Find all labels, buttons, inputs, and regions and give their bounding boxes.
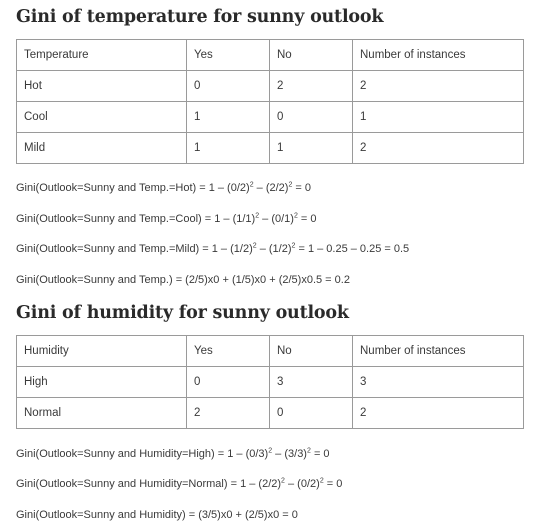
table-header-row: Temperature Yes No Number of instances — [16, 39, 524, 71]
humidity-table: Humidity Yes No Number of instances High… — [16, 335, 524, 429]
table-cell: 2 — [269, 70, 353, 102]
header-cell: Yes — [186, 335, 270, 367]
gini-temperature-summary: Gini(Outlook=Sunny and Temp.) = (2/5)x0 … — [16, 274, 350, 286]
table-cell: 2 — [352, 132, 524, 164]
table-cell: 1 — [352, 101, 524, 133]
gini-formula-mild: Gini(Outlook=Sunny and Temp.=Mild) = 1 –… — [16, 242, 410, 255]
table-cell: 2 — [352, 70, 524, 102]
table-cell: High — [16, 366, 187, 398]
header-cell: Number of instances — [352, 39, 524, 71]
temperature-table: Temperature Yes No Number of instances H… — [16, 39, 524, 164]
table-row: Cool 1 0 1 — [16, 101, 524, 133]
table-cell: 3 — [269, 366, 353, 398]
table-row: Hot 0 2 2 — [16, 70, 524, 102]
table-row: Normal 2 0 2 — [16, 397, 524, 429]
gini-formula-normal: Gini(Outlook=Sunny and Humidity=Normal) … — [16, 477, 343, 490]
table-row: Mild 1 1 2 — [16, 132, 524, 164]
gini-formula-high: Gini(Outlook=Sunny and Humidity=High) = … — [16, 447, 330, 460]
humidity-heading: Gini of humidity for sunny outlook — [16, 303, 349, 323]
table-header-row: Humidity Yes No Number of instances — [16, 335, 524, 367]
header-cell: No — [269, 335, 353, 367]
table-cell: 0 — [269, 397, 353, 429]
table-cell: 1 — [269, 132, 353, 164]
table-cell: 0 — [186, 366, 270, 398]
temperature-heading: Gini of temperature for sunny outlook — [16, 7, 384, 27]
gini-formula-hot: Gini(Outlook=Sunny and Temp.=Hot) = 1 – … — [16, 181, 312, 194]
table-cell: 1 — [186, 101, 270, 133]
table-cell: Mild — [16, 132, 187, 164]
header-cell: Number of instances — [352, 335, 524, 367]
table-cell: 0 — [269, 101, 353, 133]
table-cell: Normal — [16, 397, 187, 429]
table-cell: 2 — [186, 397, 270, 429]
table-cell: Hot — [16, 70, 187, 102]
table-cell: 2 — [352, 397, 524, 429]
header-cell: No — [269, 39, 353, 71]
table-cell: Cool — [16, 101, 187, 133]
table-row: High 0 3 3 — [16, 366, 524, 398]
table-cell: 1 — [186, 132, 270, 164]
gini-formula-cool: Gini(Outlook=Sunny and Temp.=Cool) = 1 –… — [16, 212, 317, 225]
header-cell: Humidity — [16, 335, 187, 367]
header-cell: Temperature — [16, 39, 187, 71]
header-cell: Yes — [186, 39, 270, 71]
table-cell: 3 — [352, 366, 524, 398]
gini-humidity-summary: Gini(Outlook=Sunny and Humidity) = (3/5)… — [16, 509, 298, 521]
table-cell: 0 — [186, 70, 270, 102]
